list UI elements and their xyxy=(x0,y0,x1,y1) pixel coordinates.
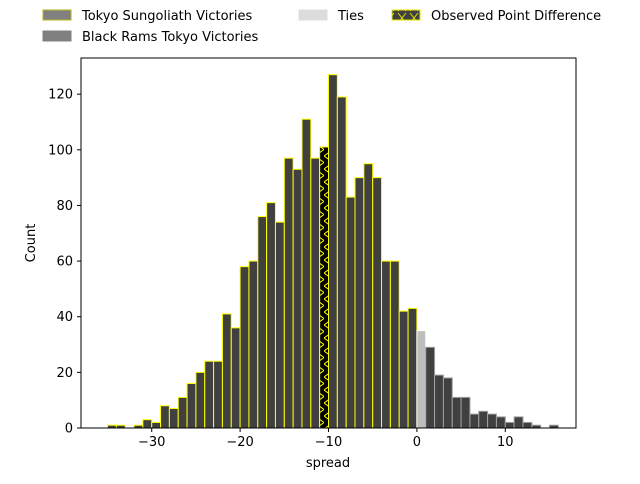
x-tick-label: −30 xyxy=(138,435,165,450)
legend-label: Ties xyxy=(337,9,364,24)
histogram-bar xyxy=(274,221,285,429)
histogram-bar xyxy=(239,266,250,429)
histogram-bar xyxy=(372,177,383,429)
histogram-bar xyxy=(434,374,444,429)
histogram-bar xyxy=(504,421,515,429)
x-axis-label: spread xyxy=(306,456,350,471)
y-tick-label: 40 xyxy=(56,310,73,325)
legend-swatch xyxy=(42,9,72,21)
histogram-bar xyxy=(221,313,232,429)
histogram-bar xyxy=(168,408,179,429)
legend-item: Black Rams Tokyo Victories xyxy=(42,30,258,45)
y-axis-ticks: 0 20 40 60 80 100 120 xyxy=(48,88,81,437)
observed-bar-hatch xyxy=(319,147,329,428)
histogram-bar xyxy=(283,157,294,429)
histogram-bar xyxy=(425,346,436,429)
x-tick-label: −20 xyxy=(226,435,253,450)
histogram-bar xyxy=(310,157,321,429)
histogram-bar xyxy=(354,177,365,429)
y-tick-label: 120 xyxy=(48,88,73,103)
legend-swatch xyxy=(42,30,72,42)
histogram-bar xyxy=(487,413,497,429)
histogram-bar xyxy=(292,168,303,429)
histogram-bar xyxy=(522,421,533,429)
histogram-bar xyxy=(160,405,170,429)
histogram-bar xyxy=(336,96,347,429)
y-tick-label: 60 xyxy=(56,255,73,270)
y-tick-label: 20 xyxy=(56,366,73,381)
histogram-bar xyxy=(266,202,276,429)
x-tick-label: 10 xyxy=(497,435,514,450)
x-tick-label: −10 xyxy=(315,435,342,450)
y-tick-label: 100 xyxy=(48,143,73,158)
bars-group xyxy=(107,74,559,429)
histogram-bar xyxy=(398,310,409,429)
legend-item: Tokyo Sungoliath Victories xyxy=(42,9,252,24)
histogram-bar xyxy=(301,118,312,429)
histogram-bar xyxy=(407,307,418,429)
histogram-bar xyxy=(389,260,400,429)
legend: Tokyo Sungoliath Victories Black Rams Tok… xyxy=(42,9,601,45)
x-tick-label: 0 xyxy=(413,435,421,450)
histogram-bar xyxy=(478,410,489,429)
histogram-bar xyxy=(451,396,462,429)
y-tick-label: 0 xyxy=(65,422,73,437)
legend-item: Observed Point Difference xyxy=(391,9,601,24)
histogram-bar xyxy=(204,360,215,429)
histogram-bar xyxy=(381,260,391,429)
x-axis-ticks: −30 −20 −10 0 10 xyxy=(138,428,514,450)
legend-item: Ties xyxy=(298,9,364,24)
histogram-bar xyxy=(230,327,241,429)
legend-label: Observed Point Difference xyxy=(431,9,601,24)
histogram-bar xyxy=(469,413,480,429)
histogram-bar xyxy=(513,416,524,429)
histogram-bar xyxy=(345,196,356,429)
histogram-bar xyxy=(257,216,268,429)
histogram-bar xyxy=(328,74,338,429)
histogram-bar xyxy=(177,396,188,429)
histogram-bar xyxy=(416,330,427,429)
legend-swatch xyxy=(298,9,328,21)
histogram-bar xyxy=(460,396,471,429)
legend-swatch-hatch xyxy=(392,10,420,20)
legend-label: Tokyo Sungoliath Victories xyxy=(81,9,252,24)
histogram-bar xyxy=(495,416,506,429)
legend-label: Black Rams Tokyo Victories xyxy=(82,30,258,45)
histogram-bar xyxy=(186,382,197,429)
histogram-bar xyxy=(248,260,259,429)
histogram-bar xyxy=(363,163,374,429)
histogram-bar xyxy=(213,360,223,429)
histogram-bar xyxy=(442,377,453,429)
y-axis-label: Count xyxy=(24,224,39,263)
histogram-bar xyxy=(142,419,153,429)
histogram-bar xyxy=(195,371,206,429)
histogram-bar xyxy=(151,421,162,429)
y-tick-label: 80 xyxy=(56,199,73,214)
